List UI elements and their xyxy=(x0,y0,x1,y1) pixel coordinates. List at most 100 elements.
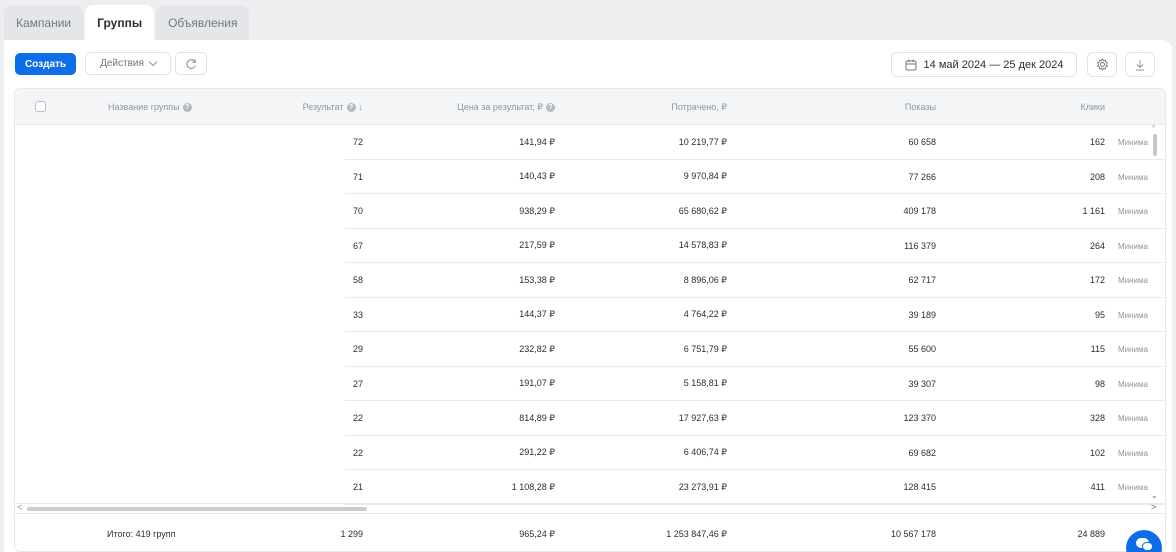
date-range-picker[interactable]: 14 май 2024 — 25 дек 2024 xyxy=(891,52,1077,77)
sort-down-icon: ↓ xyxy=(358,102,364,112)
create-button[interactable]: Создать xyxy=(15,53,76,75)
cell-result: 29 xyxy=(352,344,363,355)
table-row[interactable]: 21 1 108,28 ₽ 23 273,91 ₽ 128 415 411 Минима xyxy=(15,470,1165,505)
cell-extra: Минима xyxy=(1118,207,1148,216)
row-divider xyxy=(345,469,1165,470)
column-header-cost[interactable]: Цена за результат, ₽ ? xyxy=(415,89,555,125)
refresh-button[interactable] xyxy=(175,52,207,75)
tab-groups[interactable]: Группы xyxy=(85,5,155,41)
table-row[interactable]: 29 232,82 ₽ 6 751,79 ₽ 55 600 115 Минима xyxy=(15,332,1165,367)
cell-clicks: 264 xyxy=(1089,240,1105,251)
cell-impressions: 116 379 xyxy=(904,240,936,251)
toolbar: Создать Действия 14 май 2024 — 25 дек 20… xyxy=(4,40,1172,88)
cell-impressions: 128 415 xyxy=(903,482,936,493)
row-divider xyxy=(345,331,1165,332)
cell-clicks: 95 xyxy=(1094,309,1105,320)
settings-button[interactable] xyxy=(1087,52,1117,77)
cell-extra: Минима xyxy=(1118,241,1148,251)
cell-result: 58 xyxy=(352,275,363,286)
horizontal-scrollbar[interactable]: < > xyxy=(15,502,1165,513)
row-divider xyxy=(345,365,1165,367)
cell-extra: Минима xyxy=(1118,138,1148,147)
select-all-checkbox[interactable] xyxy=(35,101,46,112)
vertical-scrollbar[interactable]: ^ ⌄ xyxy=(1151,125,1160,501)
tab-ads[interactable]: Объявления xyxy=(156,5,250,41)
help-icon[interactable]: ? xyxy=(346,102,356,112)
vertical-scroll-thumb[interactable] xyxy=(1153,134,1157,156)
table-row[interactable]: 72 141,94 ₽ 10 219,77 ₽ 60 658 162 Минима xyxy=(15,125,1165,160)
help-icon[interactable]: ? xyxy=(546,102,555,112)
table-row[interactable]: 27 191,07 ₽ 5 158,81 ₽ 39 307 98 Минима xyxy=(15,367,1165,401)
table-row[interactable]: 70 938,29 ₽ 65 680,62 ₽ 409 178 1 161 Минима xyxy=(15,194,1165,229)
cell-result: 71 xyxy=(352,171,363,182)
gear-icon xyxy=(1096,58,1108,71)
row-divider xyxy=(345,262,1165,263)
cell-clicks: 328 xyxy=(1089,413,1105,424)
cell-cost: 217,59 ₽ xyxy=(519,240,555,251)
cell-result: 27 xyxy=(352,378,363,389)
row-divider xyxy=(345,158,1165,160)
column-header-result[interactable]: Результат ? ↓ xyxy=(277,89,363,125)
groups-table: Название группы ? Результат ? ↓ Цена за … xyxy=(14,88,1166,552)
cell-cost: 144,37 ₽ xyxy=(519,309,555,320)
column-name-label: Название группы xyxy=(108,102,180,112)
cell-clicks: 411 xyxy=(1090,482,1105,493)
cell-spent: 14 578,83 ₽ xyxy=(678,240,727,251)
actions-dropdown[interactable]: Действия xyxy=(85,52,171,75)
column-result-label: Результат xyxy=(302,102,344,112)
cell-spent: 65 680,62 ₽ xyxy=(678,205,727,216)
cell-impressions: 409 178 xyxy=(903,206,936,217)
chat-bubble-icon xyxy=(1142,542,1153,551)
tab-campaigns[interactable]: Кампании xyxy=(4,5,84,41)
table-row[interactable]: 33 144,37 ₽ 4 764,22 ₽ 39 189 95 Минима xyxy=(15,298,1165,332)
row-divider xyxy=(345,193,1165,194)
cell-result: 22 xyxy=(352,447,363,458)
cell-result: 70 xyxy=(352,206,363,217)
cell-result: 72 xyxy=(352,137,363,148)
chevron-down-icon xyxy=(148,57,158,67)
cell-impressions: 60 658 xyxy=(908,137,936,148)
cell-extra: Минима xyxy=(1118,414,1148,423)
scroll-up-icon[interactable]: ^ xyxy=(1152,125,1156,132)
cell-extra: Минима xyxy=(1118,310,1148,320)
scroll-down-icon[interactable]: ⌄ xyxy=(1151,491,1158,500)
cell-spent: 10 219,77 ₽ xyxy=(678,136,727,147)
column-clicks-label: Клики xyxy=(1080,102,1106,112)
download-button[interactable] xyxy=(1125,52,1155,77)
chat-button[interactable] xyxy=(1126,530,1162,552)
column-header-clicks[interactable]: Клики xyxy=(1015,89,1106,125)
table-row[interactable]: 58 153,38 ₽ 8 896,06 ₽ 62 717 172 Минима xyxy=(15,263,1165,298)
column-header-spent[interactable]: Потрачено, ₽ xyxy=(615,89,727,125)
table-row[interactable]: 67 217,59 ₽ 14 578,83 ₽ 116 379 264 Минима xyxy=(15,229,1165,263)
download-icon xyxy=(1136,59,1144,70)
actions-label: Действия xyxy=(100,58,144,69)
table-row[interactable]: 22 814,89 ₽ 17 927,63 ₽ 123 370 328 Минима xyxy=(15,401,1165,436)
horizontal-scroll-thumb[interactable] xyxy=(27,507,367,511)
column-impressions-label: Показы xyxy=(904,102,936,112)
row-divider xyxy=(345,227,1165,229)
cell-impressions: 39 189 xyxy=(908,309,936,320)
calendar-icon xyxy=(905,59,917,70)
cell-spent: 4 764,22 ₽ xyxy=(683,309,727,320)
cell-result: 21 xyxy=(352,482,363,493)
table-header: Название группы ? Результат ? ↓ Цена за … xyxy=(15,89,1165,125)
help-icon[interactable]: ? xyxy=(182,102,192,112)
column-header-impressions[interactable]: Показы xyxy=(815,89,936,125)
cell-spent: 9 970,84 ₽ xyxy=(683,171,727,182)
column-header-name[interactable]: Название группы ? xyxy=(108,89,192,125)
groups-panel: Создать Действия 14 май 2024 — 25 дек 20… xyxy=(4,40,1172,552)
row-divider xyxy=(345,400,1165,401)
cell-impressions: 39 307 xyxy=(908,378,936,389)
cell-impressions: 69 682 xyxy=(908,447,936,458)
refresh-icon xyxy=(186,58,196,69)
cell-cost: 141,94 ₽ xyxy=(519,136,555,147)
scroll-right-icon[interactable]: > xyxy=(1151,502,1157,512)
cell-spent: 17 927,63 ₽ xyxy=(678,412,727,423)
scroll-left-icon[interactable]: < xyxy=(17,502,23,512)
cell-cost: 153,38 ₽ xyxy=(519,274,555,285)
table-row[interactable]: 71 140,43 ₽ 9 970,84 ₽ 77 266 208 Минима xyxy=(15,160,1165,194)
cell-extra: Минима xyxy=(1118,345,1148,354)
cell-extra: Минима xyxy=(1118,276,1148,285)
cell-impressions: 123 370 xyxy=(903,413,936,424)
table-row[interactable]: 22 291,22 ₽ 6 406,74 ₽ 69 682 102 Минима xyxy=(15,436,1165,470)
